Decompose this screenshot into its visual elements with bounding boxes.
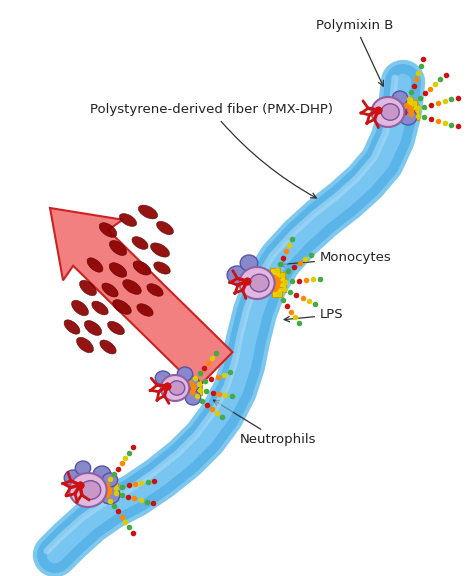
Ellipse shape [84, 321, 101, 335]
Bar [274, 272, 284, 282]
Ellipse shape [77, 338, 93, 353]
FancyArrow shape [50, 208, 233, 388]
Ellipse shape [154, 262, 170, 274]
Text: Polystyrene-derived fiber (PMX-DHP): Polystyrene-derived fiber (PMX-DHP) [90, 104, 333, 198]
Ellipse shape [102, 473, 118, 487]
Ellipse shape [92, 301, 108, 315]
Bar [409, 109, 419, 120]
Bar [402, 97, 412, 107]
Ellipse shape [161, 375, 189, 401]
Ellipse shape [156, 221, 173, 234]
Ellipse shape [133, 261, 151, 275]
Ellipse shape [399, 109, 417, 125]
Ellipse shape [100, 340, 116, 354]
Ellipse shape [64, 470, 82, 486]
Ellipse shape [102, 283, 118, 297]
Ellipse shape [137, 304, 153, 316]
Bar [407, 100, 417, 110]
Bar [191, 385, 201, 395]
Ellipse shape [69, 473, 107, 507]
Bar [191, 380, 201, 390]
Bar [409, 104, 419, 114]
Bar [271, 268, 281, 278]
Bar [275, 282, 285, 293]
Ellipse shape [72, 300, 89, 316]
Ellipse shape [109, 240, 127, 256]
Ellipse shape [239, 267, 274, 299]
Text: Monocytes: Monocytes [279, 252, 392, 267]
Ellipse shape [169, 381, 185, 395]
Ellipse shape [75, 461, 91, 475]
Bar [104, 493, 114, 503]
Ellipse shape [250, 274, 269, 292]
Ellipse shape [81, 480, 101, 499]
Ellipse shape [80, 281, 96, 295]
Ellipse shape [99, 223, 117, 237]
Ellipse shape [151, 243, 170, 257]
Bar [190, 389, 200, 399]
Ellipse shape [119, 214, 137, 226]
Bar [276, 277, 286, 287]
Ellipse shape [100, 486, 120, 504]
Ellipse shape [392, 91, 408, 105]
Text: Neutrophils: Neutrophils [214, 400, 317, 446]
Ellipse shape [108, 321, 124, 335]
Ellipse shape [93, 466, 111, 482]
Ellipse shape [381, 104, 399, 120]
Bar [272, 287, 282, 297]
Bar [108, 483, 118, 493]
Text: Polymixin B: Polymixin B [316, 19, 394, 86]
Ellipse shape [155, 371, 171, 385]
Ellipse shape [185, 391, 201, 405]
Ellipse shape [113, 300, 131, 314]
Bar [108, 487, 118, 498]
Ellipse shape [64, 320, 80, 334]
Ellipse shape [138, 205, 158, 219]
Bar [188, 376, 198, 385]
Ellipse shape [227, 266, 247, 284]
Ellipse shape [132, 237, 148, 249]
Text: LPS: LPS [284, 309, 344, 322]
Bar [104, 477, 114, 487]
Ellipse shape [123, 280, 141, 294]
Ellipse shape [87, 258, 103, 272]
Ellipse shape [147, 284, 163, 296]
Ellipse shape [177, 367, 193, 381]
Ellipse shape [109, 263, 127, 277]
Ellipse shape [372, 97, 404, 127]
Ellipse shape [182, 376, 200, 392]
Ellipse shape [240, 255, 258, 271]
